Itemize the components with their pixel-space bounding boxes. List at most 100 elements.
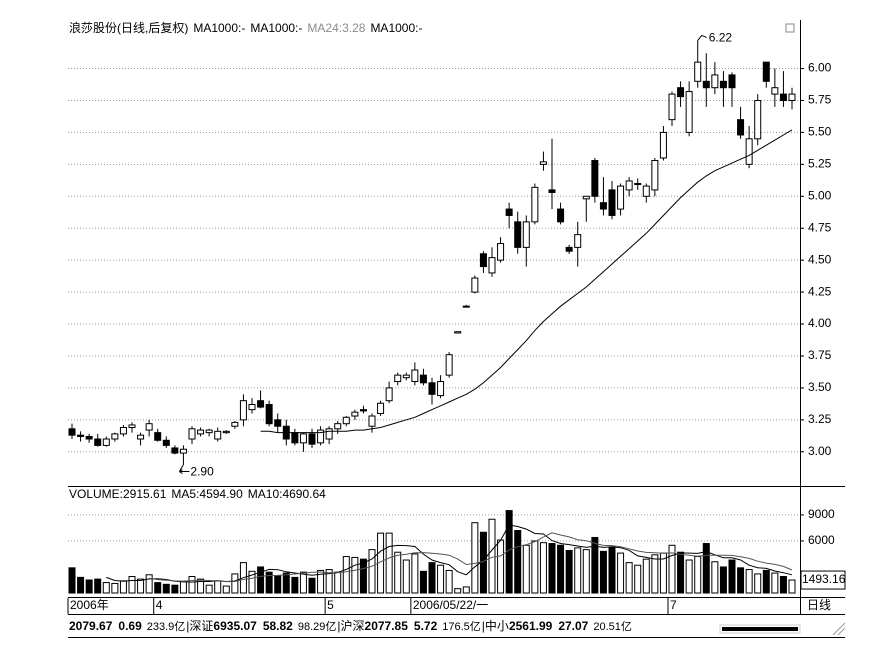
candle-body (668, 93, 676, 121)
candle-body (505, 208, 513, 216)
candle-body (188, 428, 196, 440)
status-indicator (719, 622, 846, 636)
volume-bar (497, 539, 505, 594)
volume-bar (745, 569, 753, 594)
volume-bar (617, 552, 625, 594)
volume-bar (608, 546, 616, 594)
min-label: 2.90 (190, 465, 214, 479)
candle-body (368, 415, 376, 427)
volume-bar (779, 576, 787, 594)
candle-body (694, 61, 702, 82)
volume-bar (445, 569, 453, 594)
candle-body (137, 434, 145, 440)
volume-bar (162, 583, 170, 594)
volume-bar (265, 571, 273, 594)
volume-bar (205, 584, 213, 594)
volume-bar (145, 574, 153, 594)
candle-body (445, 354, 453, 376)
volume-bar (677, 551, 685, 594)
volume-bar (342, 556, 350, 594)
candle-body (411, 369, 419, 383)
volume-bar (171, 584, 179, 594)
candle-body (145, 423, 153, 431)
volume-bar (351, 556, 359, 594)
volume-bar (625, 562, 633, 594)
candle-body (497, 243, 505, 261)
volume-bar (197, 578, 205, 594)
status-amount: 233.9亿 (147, 620, 186, 633)
candle-body (788, 93, 796, 101)
volume-bar (574, 547, 582, 594)
candle-body (402, 374, 410, 379)
volume-bar (248, 570, 256, 594)
status-separator: | (186, 619, 189, 633)
y-tick-label: 4.50 (808, 252, 832, 266)
candle-body (702, 80, 710, 89)
volume-bar (368, 549, 376, 594)
volume-legend: VOLUME:2915.61 (69, 487, 167, 501)
period-label: 日线 (807, 598, 831, 612)
candle-body (617, 185, 625, 210)
volume-bar (694, 556, 702, 594)
volume-bar (68, 567, 76, 594)
volume-bar (437, 564, 445, 594)
volume-bar (102, 582, 110, 594)
volume-bar (308, 577, 316, 594)
volume-bar (317, 569, 325, 594)
candle-body (522, 221, 530, 248)
y-tick-label: 5.00 (808, 188, 832, 202)
status-name: 中小 (485, 618, 509, 633)
candle-body (745, 138, 753, 165)
candle-body (162, 439, 170, 446)
candle-body (239, 400, 247, 421)
candle-body (625, 180, 633, 191)
candle-body (428, 382, 436, 395)
status-bar: 2079.67 0.69 233.9亿|深证6935.07 58.82 98.29亿|沪… (69, 618, 632, 633)
status-value: 2077.85 (365, 619, 409, 633)
candle-body (77, 434, 85, 437)
y-tick-label: 5.50 (808, 125, 832, 139)
candle-body (754, 99, 762, 140)
volume-bar (642, 558, 650, 594)
ma-legend: MA24:3.28 (307, 21, 365, 35)
candle-body (119, 427, 127, 435)
volume-bar (128, 576, 136, 594)
volume-bar (728, 559, 736, 594)
candle-body (771, 87, 779, 95)
y-tick-label: 6.00 (808, 61, 832, 75)
candle-body (377, 402, 385, 414)
candle-body (488, 257, 496, 274)
y-tick-label: 3.75 (808, 348, 832, 362)
volume-ma10-line (149, 532, 793, 583)
y-tick-label: 5.75 (808, 93, 832, 107)
volume-bar (179, 581, 187, 594)
candle-body (737, 119, 745, 136)
y-tick-label: 3.00 (808, 444, 832, 458)
candle-body (582, 195, 590, 200)
max-marker (697, 34, 707, 41)
status-separator: | (337, 619, 340, 633)
candle-body (728, 74, 736, 89)
candle-body (394, 374, 402, 383)
candle-body (179, 448, 187, 454)
window-icon[interactable] (785, 23, 795, 33)
status-name: 深证 (189, 619, 213, 633)
volume-bar (359, 558, 367, 594)
status-change: 58.82 (263, 619, 293, 633)
volume-bar (548, 543, 556, 594)
candle-body (291, 432, 299, 444)
candle-body (94, 438, 102, 446)
ma-legend: MA1000:- (370, 21, 422, 35)
candle-body (574, 234, 582, 248)
candle-body (462, 305, 470, 308)
candle-body (599, 202, 607, 210)
status-value: 2079.67 (69, 619, 113, 633)
volume-bar (754, 573, 762, 594)
candle-body (128, 424, 136, 429)
volume-bar (531, 540, 539, 594)
status-separator: | (482, 619, 485, 633)
candle-body (471, 277, 479, 293)
candle-body (659, 131, 667, 159)
volume-bar (599, 550, 607, 594)
candle-body (677, 87, 685, 98)
